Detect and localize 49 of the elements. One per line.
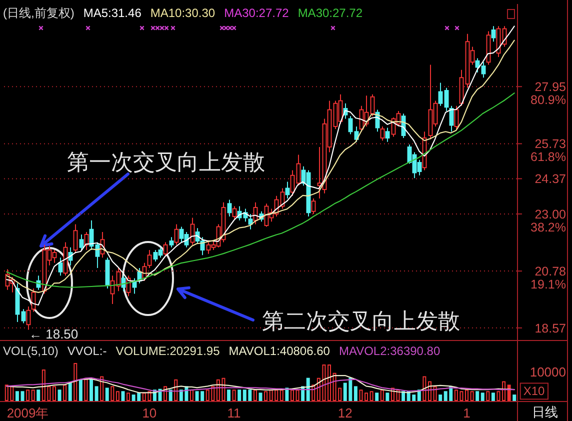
x-tick-label: 2009年 (6, 406, 49, 421)
bar (78, 379, 82, 401)
y-tick-label: 24.37 (534, 172, 566, 186)
annotation: ← 18.50 (29, 326, 78, 342)
y-tick-label: 25.73 61.8% (530, 137, 566, 164)
bar (121, 391, 125, 401)
bar (375, 392, 379, 401)
bar (480, 392, 484, 401)
bar (507, 384, 511, 401)
x-tick-label: 12 (338, 406, 352, 421)
bar (354, 386, 358, 401)
series-label: MAVOL1:40806.60 (228, 344, 330, 358)
bar (227, 390, 231, 401)
bar (476, 391, 480, 401)
x-tick-label: 1 (463, 406, 470, 421)
bar (36, 390, 40, 401)
text: MA30:27.72 (298, 6, 363, 20)
chart-title: (日线,前复权) (3, 6, 74, 20)
bar (20, 391, 24, 401)
bar (491, 392, 495, 401)
annotation: 第二次交叉向上发散 (262, 310, 460, 335)
bar (58, 390, 62, 401)
text: 日线 (532, 404, 558, 420)
bar (238, 390, 242, 401)
chart-title: VOL(5,10) (3, 344, 58, 358)
x-tick-label: 10 (142, 406, 157, 421)
bar (68, 382, 72, 401)
bar (15, 391, 19, 401)
bar (168, 390, 172, 401)
text: VVOL:- (67, 344, 107, 358)
legend-label: MA30:27.72 (224, 6, 290, 20)
bar (438, 394, 442, 401)
bar (386, 392, 390, 401)
text: MA10:30.30 (150, 6, 216, 20)
bar (512, 394, 516, 401)
y-tick-label: 18.57 (534, 321, 566, 336)
x-tick-label: 11 (227, 406, 241, 421)
bar (105, 388, 109, 401)
y-tick-label: 27.95 80.9% (530, 80, 566, 108)
text: X10 (523, 384, 545, 398)
text: MA5:31.46 (83, 6, 142, 20)
bar (90, 379, 94, 401)
text: VOLUME:20291.95 (116, 344, 220, 358)
series-label: MAVOL2:36390.80 (338, 344, 440, 358)
text: 10000 (530, 364, 566, 380)
y-tick-label: 23.00 38.2% (530, 207, 566, 234)
y-tick-label: 20.78 19.1% (530, 264, 566, 292)
bar (94, 386, 98, 401)
annotation: 第一次交叉向上发散 (67, 150, 265, 176)
